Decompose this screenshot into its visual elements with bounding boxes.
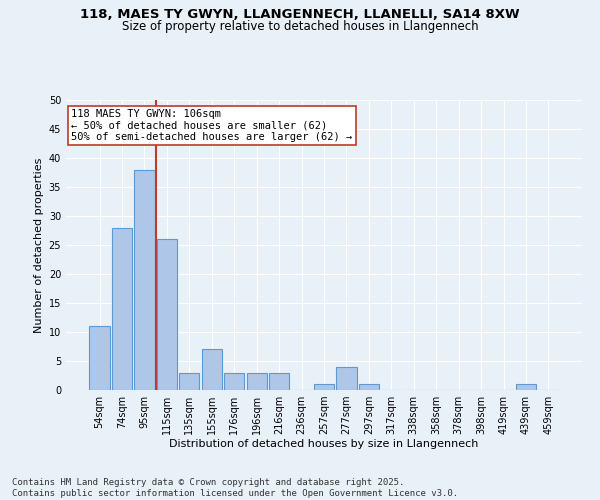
Text: Size of property relative to detached houses in Llangennech: Size of property relative to detached ho… [122,20,478,33]
Bar [134,170,155,390]
Bar [157,239,177,390]
X-axis label: Distribution of detached houses by size in Llangennech: Distribution of detached houses by size … [169,438,479,448]
Bar [269,372,289,390]
Y-axis label: Number of detached properties: Number of detached properties [34,158,44,332]
Bar [314,384,334,390]
Bar [112,228,132,390]
Bar [516,384,536,390]
Text: 118, MAES TY GWYN, LLANGENNECH, LLANELLI, SA14 8XW: 118, MAES TY GWYN, LLANGENNECH, LLANELLI… [80,8,520,20]
Text: 118 MAES TY GWYN: 106sqm
← 50% of detached houses are smaller (62)
50% of semi-d: 118 MAES TY GWYN: 106sqm ← 50% of detach… [71,108,352,142]
Text: Contains HM Land Registry data © Crown copyright and database right 2025.
Contai: Contains HM Land Registry data © Crown c… [12,478,458,498]
Bar [179,372,199,390]
Bar [247,372,267,390]
Bar [359,384,379,390]
Bar [337,367,356,390]
Bar [89,326,110,390]
Bar [224,372,244,390]
Bar [202,350,222,390]
